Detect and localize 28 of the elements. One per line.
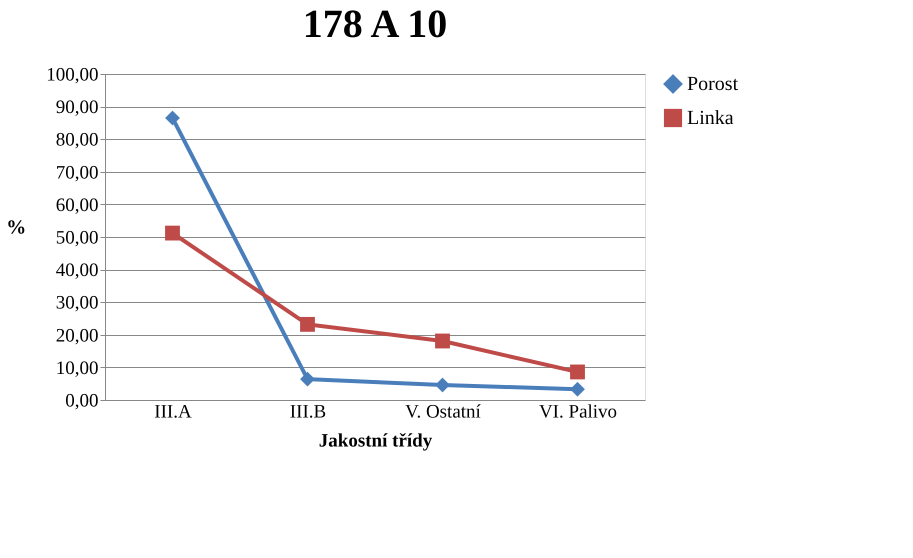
legend-label: Linka	[687, 107, 734, 129]
y-tick-label: 100,00	[46, 64, 98, 86]
x-tick-label: V. Ostatní	[405, 402, 482, 422]
y-tick-label: 80,00	[56, 130, 98, 151]
legend-label: Porost	[687, 73, 739, 95]
x-tick-label: III.A	[154, 402, 192, 422]
x-axis-title: Jakostní třídy	[318, 430, 433, 452]
y-tick-label: 0,00	[65, 390, 98, 412]
point	[165, 110, 180, 126]
y-tick-label: 30,00	[56, 292, 98, 314]
y-tick-label: 10,00	[56, 358, 98, 379]
chart-title: 178 A 10	[302, 1, 448, 46]
x-tick-label: III.B	[290, 402, 326, 422]
point	[435, 378, 450, 392]
y-tick-label: 70,00	[56, 162, 98, 184]
x-tick-label: VI. Palivo	[538, 402, 618, 422]
y-tick-label: 20,00	[56, 325, 98, 346]
y-tick-label: 50,00	[56, 228, 98, 248]
point	[300, 372, 315, 387]
point	[570, 382, 585, 397]
y-axis-title: %	[6, 216, 26, 238]
point	[165, 226, 180, 241]
y-tick-label: 60,00	[56, 194, 98, 216]
y-tick-label: 90,00	[56, 97, 98, 118]
y-tick-label: 40,00	[56, 260, 98, 282]
point	[570, 364, 585, 380]
point	[435, 334, 450, 348]
point	[300, 316, 315, 332]
